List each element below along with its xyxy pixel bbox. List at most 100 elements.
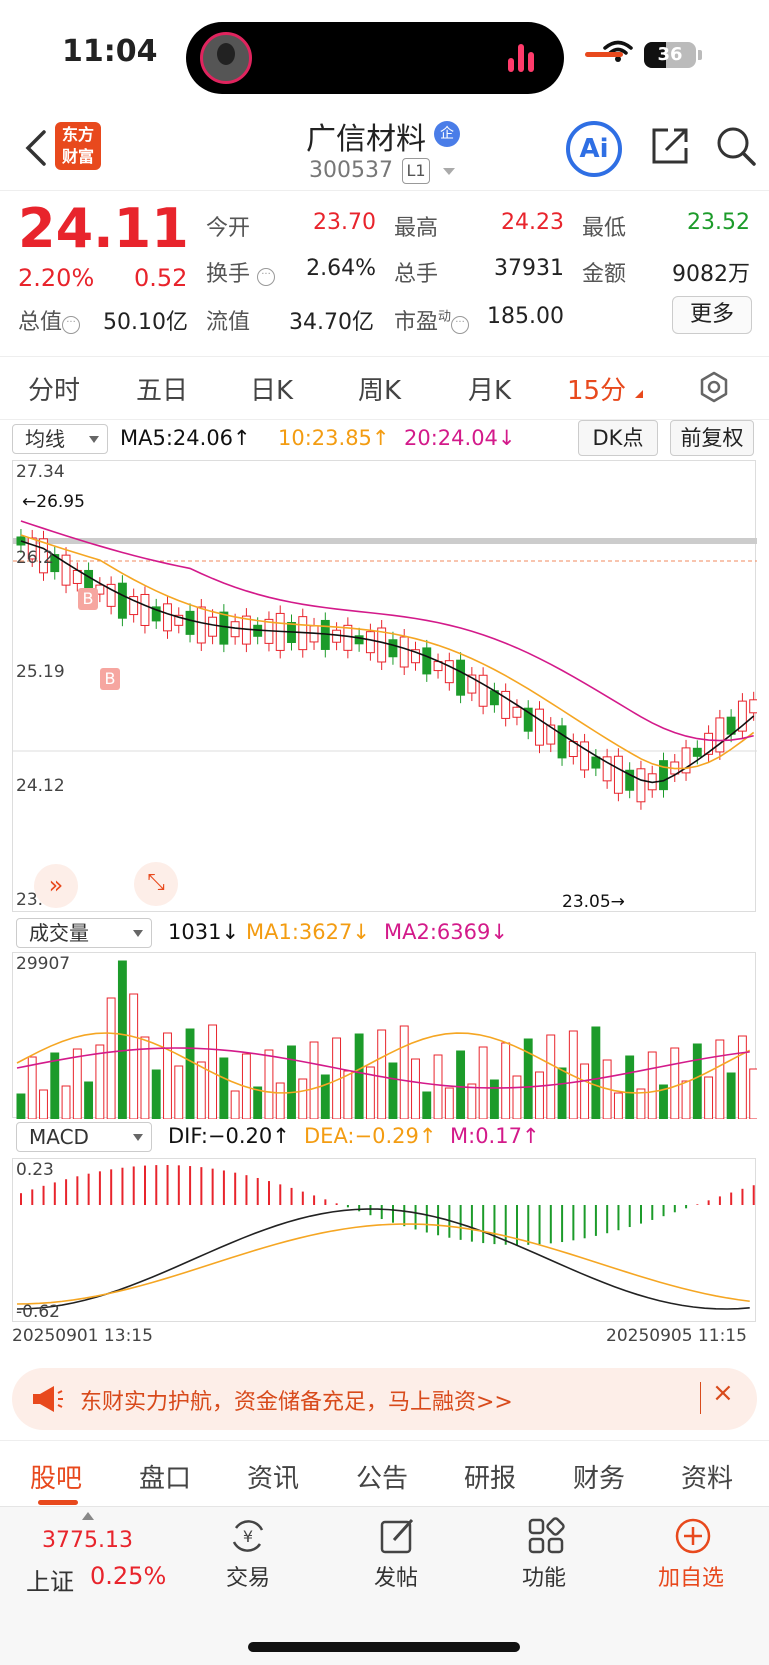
market-cap-value: 50.10亿 bbox=[103, 310, 188, 335]
candle bbox=[39, 530, 48, 581]
volume-bar bbox=[84, 1081, 94, 1119]
tab-15min[interactable]: 15分 bbox=[567, 376, 627, 406]
volume-bar bbox=[230, 1090, 240, 1119]
candle bbox=[422, 639, 432, 682]
banner-divider bbox=[700, 1382, 701, 1414]
volume-chart[interactable] bbox=[12, 952, 757, 1119]
volume-bar bbox=[546, 1034, 556, 1119]
tab-profile[interactable]: 资料 bbox=[681, 1464, 734, 1494]
time-axis-start: 20250901 13:15 bbox=[12, 1326, 153, 1346]
tab-finance[interactable]: 财务 bbox=[573, 1464, 626, 1494]
buy-signal-badge[interactable]: B bbox=[100, 668, 120, 690]
tab-monthly-k[interactable]: 月K bbox=[468, 376, 512, 406]
market-cap-label: 总值 ··· bbox=[18, 304, 81, 336]
index-value[interactable]: 3775.13 bbox=[42, 1528, 133, 1553]
candle bbox=[151, 598, 161, 629]
tab-news[interactable]: 资讯 bbox=[247, 1464, 300, 1494]
volume-bar bbox=[489, 1079, 499, 1119]
tab-daily-k[interactable]: 日K bbox=[250, 376, 294, 406]
search-icon[interactable] bbox=[714, 124, 758, 168]
low-value: 23.52 bbox=[687, 210, 750, 235]
volume-bar bbox=[737, 1035, 747, 1119]
index-percent[interactable]: 0.25% bbox=[90, 1562, 167, 1590]
buy-signal-badge[interactable]: B bbox=[78, 588, 98, 610]
candle bbox=[546, 717, 556, 753]
volume-bar bbox=[726, 1072, 736, 1119]
volume-bar bbox=[704, 1076, 714, 1119]
add-watchlist-label[interactable]: 加自选 bbox=[658, 1566, 725, 1591]
close-icon[interactable]: × bbox=[712, 1378, 734, 1408]
post-label[interactable]: 发帖 bbox=[374, 1566, 419, 1591]
adjust-button[interactable]: 前复权 bbox=[670, 420, 754, 456]
ma-select[interactable]: 均线 bbox=[12, 424, 108, 454]
yuan-exchange-icon[interactable]: ¥ bbox=[228, 1516, 268, 1556]
volume-bar bbox=[117, 960, 127, 1119]
edit-icon[interactable] bbox=[378, 1516, 418, 1556]
trade-label[interactable]: 交易 bbox=[226, 1566, 271, 1591]
dk-point-button[interactable]: DK点 bbox=[578, 420, 658, 456]
tab-intraday[interactable]: 分时 bbox=[28, 376, 81, 406]
back-icon[interactable] bbox=[22, 128, 50, 168]
candle bbox=[613, 748, 623, 802]
more-button[interactable]: 更多 bbox=[672, 296, 752, 334]
tab-research[interactable]: 研报 bbox=[464, 1464, 517, 1494]
volume-bar bbox=[670, 1047, 680, 1119]
candle bbox=[185, 603, 195, 643]
tab-announcements[interactable]: 公告 bbox=[356, 1464, 409, 1494]
candle bbox=[512, 699, 522, 726]
candle bbox=[16, 529, 26, 553]
macd-select[interactable]: MACD bbox=[16, 1122, 152, 1152]
volume-bar bbox=[287, 1045, 296, 1119]
info-icon[interactable]: ··· bbox=[451, 316, 470, 334]
volume-bar bbox=[95, 1044, 105, 1119]
share-icon[interactable] bbox=[648, 124, 692, 168]
macd-svg bbox=[16, 1165, 755, 1310]
info-icon[interactable]: ··· bbox=[62, 316, 81, 334]
ai-button[interactable]: Ai bbox=[566, 121, 622, 177]
volume-ma2: MA2:6369↓ bbox=[384, 920, 508, 944]
info-icon[interactable]: ··· bbox=[257, 268, 276, 286]
level-selector[interactable]: L1 bbox=[402, 158, 430, 184]
volume-bar bbox=[659, 1084, 668, 1119]
candle bbox=[681, 739, 691, 781]
volume-bar bbox=[512, 1075, 522, 1119]
price-axis-top: 27.34 bbox=[16, 462, 65, 482]
chevron-up-icon[interactable] bbox=[82, 1512, 94, 1520]
volume-bar bbox=[636, 1088, 646, 1119]
candle bbox=[568, 733, 578, 765]
pe-value: 185.00 bbox=[487, 304, 564, 329]
candle bbox=[230, 613, 240, 645]
tab-caret-icon[interactable] bbox=[635, 390, 643, 398]
grid-icon[interactable] bbox=[526, 1516, 566, 1556]
volume-bar bbox=[129, 993, 139, 1119]
candle bbox=[636, 760, 646, 810]
candle bbox=[523, 700, 533, 740]
add-circle-icon[interactable] bbox=[673, 1516, 713, 1556]
stock-name: 广信材料 bbox=[306, 122, 426, 157]
current-price: 24.11 bbox=[18, 197, 189, 260]
volume-bar bbox=[140, 1036, 150, 1119]
volume-bar bbox=[377, 1029, 387, 1119]
stock-code: 300537 bbox=[309, 158, 393, 183]
tab-orderbook[interactable]: 盘口 bbox=[139, 1464, 192, 1494]
volume-bar bbox=[27, 1056, 37, 1119]
tab-forum[interactable]: 股吧 bbox=[30, 1464, 83, 1494]
macd-chart[interactable] bbox=[12, 1158, 756, 1322]
high-price-label: ←26.95 bbox=[22, 492, 85, 512]
candle bbox=[501, 683, 511, 727]
turnover-label: 换手 ··· bbox=[206, 256, 276, 288]
gear-icon[interactable] bbox=[697, 370, 731, 404]
promo-banner[interactable] bbox=[12, 1368, 757, 1430]
tab-weekly-k[interactable]: 周K bbox=[358, 376, 402, 406]
fullscreen-icon[interactable]: ⤡ bbox=[134, 862, 178, 906]
function-label[interactable]: 功能 bbox=[522, 1566, 567, 1591]
banner-text[interactable]: 东财实力护航，资金储备充足，马上融资>> bbox=[80, 1390, 513, 1415]
volume-bar bbox=[444, 1087, 454, 1119]
volume-select[interactable]: 成交量 bbox=[16, 918, 152, 948]
index-name[interactable]: 上证 bbox=[26, 1568, 74, 1596]
kline-chart[interactable] bbox=[12, 460, 757, 912]
tab-five-day[interactable]: 五日 bbox=[136, 376, 189, 406]
volume-bar bbox=[501, 1042, 511, 1119]
expand-left-icon[interactable]: » bbox=[34, 864, 78, 908]
chevron-down-icon[interactable] bbox=[443, 168, 455, 175]
